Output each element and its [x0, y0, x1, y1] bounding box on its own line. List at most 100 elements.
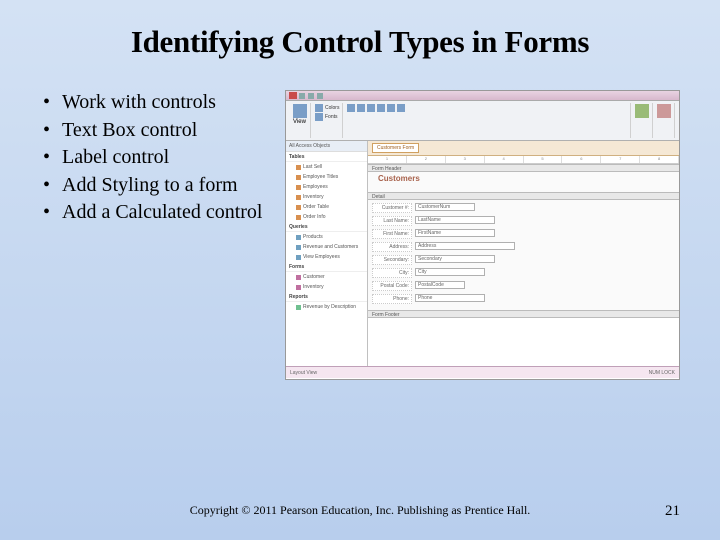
slide-title: Identifying Control Types in Forms: [0, 0, 720, 60]
bullet-item: Work with controls: [40, 90, 275, 116]
qat-icon[interactable]: [308, 93, 314, 99]
fonts-button[interactable]: Fonts: [315, 113, 339, 121]
nav-group-reports[interactable]: Reports: [286, 292, 367, 302]
text-box[interactable]: Secondary: [415, 255, 495, 263]
text-box[interactable]: City: [415, 268, 485, 276]
form-header-bar[interactable]: Form Header: [368, 164, 679, 172]
report-icon: [296, 305, 301, 310]
page-number: 21: [665, 503, 680, 520]
text-box[interactable]: PostalCode: [415, 281, 465, 289]
access-screenshot: View Colors Fonts: [285, 90, 680, 380]
bullet-item: Text Box control: [40, 118, 275, 144]
qat-icon[interactable]: [317, 93, 323, 99]
text-box[interactable]: Phone: [415, 294, 485, 302]
ribbon: View Colors Fonts: [286, 101, 679, 141]
text-box[interactable]: LastName: [415, 216, 495, 224]
logo-icon[interactable]: [635, 104, 649, 118]
field-label[interactable]: Postal Code:: [372, 281, 412, 291]
table-icon: [296, 205, 301, 210]
control-icon[interactable]: [367, 104, 375, 112]
detail-section: Customer #:CustomerNum Last Name:LastNam…: [368, 200, 679, 310]
fonts-label: Fonts: [325, 114, 338, 120]
text-box[interactable]: Address: [415, 242, 515, 250]
bullet-item: Add a Calculated control: [40, 200, 275, 226]
view-mode: Layout View: [290, 367, 317, 378]
field-label[interactable]: Last Name:: [372, 216, 412, 226]
nav-item[interactable]: Employees: [286, 182, 367, 192]
query-icon: [296, 245, 301, 250]
query-icon: [296, 255, 301, 260]
qat-icon[interactable]: [299, 93, 305, 99]
colors-label: Colors: [325, 105, 339, 111]
table-icon: [296, 185, 301, 190]
horizontal-ruler: 123 456 78: [368, 156, 679, 164]
field-label[interactable]: Customer #:: [372, 203, 412, 213]
navigation-pane: All Access Objects Tables Last Sell Empl…: [286, 141, 368, 366]
text-box[interactable]: CustomerNum: [415, 203, 475, 211]
table-icon: [296, 175, 301, 180]
nav-item[interactable]: Order Info: [286, 212, 367, 222]
form-tab[interactable]: Customers Form: [372, 143, 419, 153]
bullet-list: Work with controls Text Box control Labe…: [40, 90, 285, 380]
query-icon: [296, 235, 301, 240]
bullet-item: Add Styling to a form: [40, 173, 275, 199]
control-icon[interactable]: [377, 104, 385, 112]
table-icon: [296, 195, 301, 200]
numlock-indicator: NUM LOCK: [649, 367, 675, 378]
field-label[interactable]: Secondary:: [372, 255, 412, 265]
content-row: Work with controls Text Box control Labe…: [0, 60, 720, 380]
fonts-icon: [315, 113, 323, 121]
colors-button[interactable]: Colors: [315, 104, 339, 112]
table-icon: [296, 165, 301, 170]
form-title-label[interactable]: Customers: [378, 174, 420, 183]
control-icon[interactable]: [397, 104, 405, 112]
view-label: View: [293, 119, 307, 125]
control-icon[interactable]: [347, 104, 355, 112]
nav-item[interactable]: View Employees: [286, 252, 367, 262]
form-icon: [296, 285, 301, 290]
nav-header[interactable]: All Access Objects: [286, 141, 367, 152]
colors-icon: [315, 104, 323, 112]
design-surface: Customers Form 123 456 78 Form Header Cu…: [368, 141, 679, 366]
nav-item[interactable]: Customer: [286, 272, 367, 282]
field-label[interactable]: Phone:: [372, 294, 412, 304]
text-box[interactable]: FirstName: [415, 229, 495, 237]
control-icon[interactable]: [357, 104, 365, 112]
nav-item[interactable]: Products: [286, 232, 367, 242]
app-icon: [289, 92, 297, 99]
object-tabs: Customers Form: [368, 141, 679, 156]
nav-item[interactable]: Order Table: [286, 202, 367, 212]
form-icon: [296, 275, 301, 280]
ribbon-group-themes: Colors Fonts: [312, 103, 343, 138]
detail-bar[interactable]: Detail: [368, 192, 679, 200]
nav-item[interactable]: Employee Titles: [286, 172, 367, 182]
nav-item[interactable]: Inventory: [286, 282, 367, 292]
nav-group-queries[interactable]: Queries: [286, 222, 367, 232]
nav-item[interactable]: Inventory: [286, 192, 367, 202]
table-icon: [296, 215, 301, 220]
field-label[interactable]: City:: [372, 268, 412, 278]
field-label[interactable]: First Name:: [372, 229, 412, 239]
title-bar: [286, 91, 679, 101]
quick-access-toolbar: [299, 93, 323, 99]
ribbon-group-controls: [344, 103, 631, 138]
nav-item[interactable]: Revenue by Description: [286, 302, 367, 312]
copyright-footer: Copyright © 2011 Pearson Education, Inc.…: [0, 503, 720, 518]
form-header-section: Customers: [368, 172, 679, 192]
nav-group-tables[interactable]: Tables: [286, 152, 367, 162]
view-button[interactable]: [293, 104, 307, 118]
control-icon[interactable]: [387, 104, 395, 112]
status-bar: Layout View NUM LOCK: [286, 366, 679, 378]
nav-item[interactable]: Revenue and Customers: [286, 242, 367, 252]
ribbon-group-header: [632, 103, 653, 138]
body: All Access Objects Tables Last Sell Empl…: [286, 141, 679, 366]
ribbon-group-view: View: [290, 103, 311, 138]
nav-item[interactable]: Last Sell: [286, 162, 367, 172]
view-icon: [293, 104, 307, 118]
nav-group-forms[interactable]: Forms: [286, 262, 367, 272]
form-footer-bar[interactable]: Form Footer: [368, 310, 679, 318]
addfields-icon[interactable]: [657, 104, 671, 118]
field-label[interactable]: Address:: [372, 242, 412, 252]
bullet-item: Label control: [40, 145, 275, 171]
ribbon-group-tools: [654, 103, 675, 138]
